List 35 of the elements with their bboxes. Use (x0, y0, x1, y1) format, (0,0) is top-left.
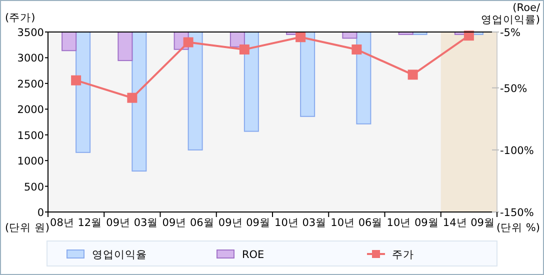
y-tick-label: 1000 (17, 156, 44, 168)
point (239, 44, 250, 54)
y2-tick-label: -50% (500, 82, 528, 95)
legend-label: 영업이익율 (92, 249, 147, 261)
y-tick-label: 2000 (17, 104, 44, 116)
point (352, 44, 362, 54)
x-tick-label: 10년 09월 (386, 217, 439, 229)
y-tick-label: 2500 (17, 78, 44, 90)
text: (단위 원) (5, 222, 50, 234)
x-tick-label: 14년 09월 (442, 217, 495, 229)
y2-tick-label: -100% (500, 144, 534, 157)
legend-label: 주가 (392, 249, 414, 261)
y2-axis-title: (Roe/ 영업이익률) (480, 2, 540, 26)
x-tick-label: 09년 09월 (218, 217, 270, 229)
y-tick-label: 0 (37, 207, 44, 219)
y-axis-title: (주가) (5, 12, 36, 24)
x-tick-label: 08년 12월 (50, 217, 102, 229)
x-tick-label: 09년 06월 (162, 217, 214, 229)
y-tick-label: 3500 (17, 27, 44, 39)
x-tick-label: 09년 03월 (106, 217, 158, 229)
legend-label: ROE (242, 249, 264, 261)
point (71, 75, 82, 86)
point (183, 37, 194, 48)
y2-tick-label: -5% (500, 27, 520, 39)
point (408, 70, 418, 80)
point (127, 92, 138, 103)
text: (단위 %) (496, 222, 540, 234)
point (464, 30, 474, 41)
x-tick-label: 10년 03월 (274, 217, 327, 229)
y2-tick-label: -150% (500, 207, 534, 219)
y-tick-label: 1500 (17, 130, 44, 142)
x-tick-label: 10년 06월 (330, 217, 383, 229)
y-tick-label: 3000 (17, 52, 44, 65)
point (296, 32, 306, 42)
y-tick-label: 500 (24, 181, 44, 194)
